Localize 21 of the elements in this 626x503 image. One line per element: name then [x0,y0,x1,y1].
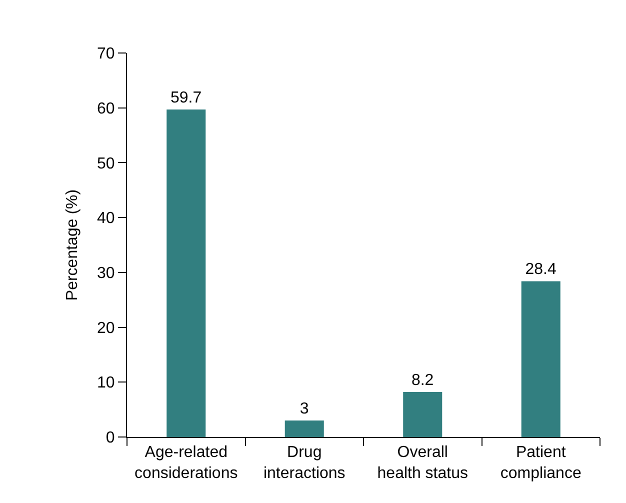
x-tick-label: Age-related considerations [134,444,238,482]
y-tick-label: 30 [97,265,115,282]
data-label: 28.4 [525,261,556,278]
bar [166,110,206,437]
y-axis-title: Percentage (%) [64,189,81,301]
x-tick-label: Patient compliance [500,444,582,482]
x-tick-label: Overall health status [377,444,468,482]
y-tick-label: 60 [97,100,115,118]
y-tick-label: 0 [106,430,115,447]
data-label: 8.2 [411,372,434,390]
y-tick-label: 50 [97,155,115,172]
x-tick-label: Drug interactions [263,444,346,482]
bar [284,420,324,437]
bar [403,392,442,437]
y-tick-label: 70 [97,46,115,63]
y-tick-label: 40 [97,210,115,228]
y-tick-label: 10 [97,374,115,392]
data-label: 59.7 [170,90,202,106]
y-tick-label: 20 [97,320,115,337]
data-label: 3 [300,400,309,418]
bar [521,281,560,437]
